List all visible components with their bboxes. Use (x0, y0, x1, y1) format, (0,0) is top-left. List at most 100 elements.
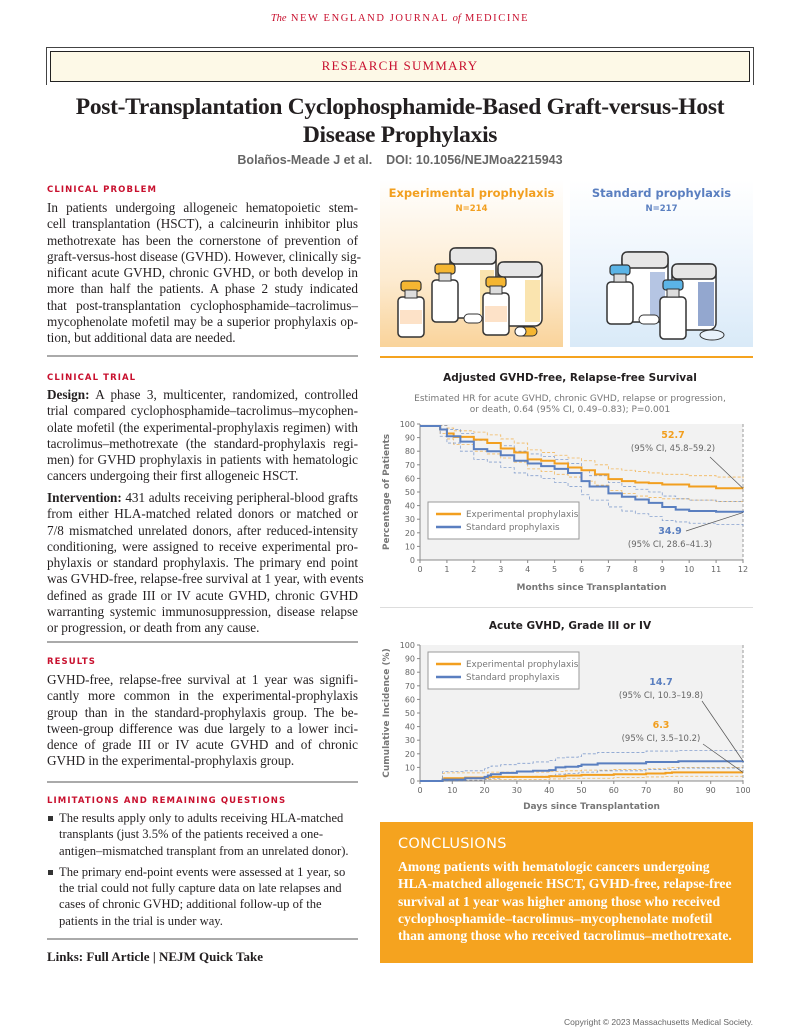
standard-arm-panel: Standard prophylaxis N=217 (570, 180, 753, 347)
text-line: warranting systemic immunosuppression, d… (47, 604, 358, 620)
series-line-standard (420, 425, 744, 513)
line-text: was GVHD-free, relapse-free survival at … (47, 571, 364, 587)
line-text: 431 adults receiving peripheral-blood gr… (121, 490, 358, 505)
x-tick-label: 8 (633, 565, 638, 574)
line-text: cantly more common in the experimental-p… (47, 688, 358, 704)
line-text: nificant acute GVHD, chronic GVHD, or bo… (47, 265, 358, 281)
line-text: trial compared cyclophosphamide–tacrolim… (47, 403, 358, 419)
text-line: defined as grade III or IV acute GVHD, c… (47, 588, 358, 604)
conclusions-box: CONCLUSIONS Among patients with hematolo… (380, 822, 753, 963)
banner: RESEARCH SUMMARY (46, 47, 754, 85)
y-tick-label: 90 (405, 434, 415, 443)
text-line: cancers undergoing their first allogenei… (47, 468, 358, 484)
x-tick-label: 9 (660, 565, 665, 574)
journal-suffix: MEDICINE (465, 13, 530, 24)
intervention-text: Intervention: 431 adults receiving perip… (47, 490, 364, 637)
annotation-value: 52.7 (661, 430, 684, 441)
text-line: Design: A phase 3, multicenter, randomiz… (47, 387, 358, 403)
ci-upper-line (420, 424, 744, 479)
y-axis-label: Percentage of Patients (382, 434, 392, 550)
banner-label: RESEARCH SUMMARY (50, 51, 750, 82)
ci-upper-line (420, 424, 743, 502)
annotation-value: 14.7 (649, 677, 672, 688)
text-line: was GVHD-free, relapse-free survival at … (47, 571, 364, 587)
text-line: from either HLA-matched related donors o… (47, 506, 358, 522)
vial-icon (431, 263, 459, 323)
links-label: Links: (47, 949, 84, 964)
y-tick-label: 0 (410, 556, 415, 565)
list-item: The results apply only to adults receivi… (47, 810, 358, 859)
results-heading: RESULTS (47, 657, 97, 667)
experimental-drugs-illustration (397, 247, 543, 338)
text-line: 7/8 mismatched unrelated donors, after r… (47, 523, 358, 539)
y-tick-label: 90 (405, 655, 415, 664)
doi[interactable]: DOI: 10.1056/NEJMoa2215943 (386, 153, 563, 167)
line-text: In patients undergoing allogeneic hemato… (47, 200, 358, 215)
bullet-text: The primary end-point events were assess… (59, 864, 346, 928)
experimental-arm-panel: Experimental prophylaxis N=214 (380, 180, 563, 347)
vial-icon (606, 264, 634, 325)
y-tick-label: 100 (400, 641, 415, 650)
line-text: tween-group difference was due largely t… (47, 720, 358, 736)
text-line: GVHD-free, relapse-free survival at 1 ye… (47, 672, 358, 688)
divider (47, 938, 358, 940)
x-tick-label: 60 (609, 786, 619, 795)
chart2-title: Acute GVHD, Grade III or IV (488, 620, 652, 632)
y-tick-label: 100 (400, 420, 415, 429)
text-line: olate mofetil (the experimental-prophyla… (47, 420, 358, 436)
line-text: methotrexate has been the cornerstone of… (47, 232, 358, 248)
line-text: cancers undergoing their first allogenei… (47, 468, 299, 484)
line-text: tacrolimus–methotrexate (the standard-pr… (47, 435, 358, 451)
limitations-list: The results apply only to adults receivi… (47, 810, 358, 934)
bullet-text: The results apply only to adults receivi… (59, 811, 349, 858)
conclusions-text: Among patients with hematologic cancers … (398, 859, 732, 944)
x-tick-label: 0 (417, 565, 422, 574)
y-tick-label: 70 (405, 461, 415, 470)
limitations-heading: LIMITATIONS AND REMAINING QUESTIONS (47, 796, 287, 806)
y-axis-label: Cumulative Incidence (%) (382, 648, 392, 777)
text-line: trial compared cyclophosphamide–tacrolim… (47, 403, 358, 419)
line-text: or progression, or death from any cause. (47, 620, 260, 636)
text-line: Intervention: 431 adults receiving perip… (47, 490, 358, 506)
full-article-link[interactable]: Full Article (86, 949, 150, 964)
ci-lower-line (420, 425, 744, 526)
ci-lower-line (420, 766, 744, 782)
line-text: warranting systemic immunosuppression, d… (47, 604, 358, 620)
results-text: GVHD-free, relapse-free survival at 1 ye… (47, 672, 358, 770)
quick-take-link[interactable]: NEJM Quick Take (158, 949, 263, 964)
text-line: tween-group difference was due largely t… (47, 721, 358, 737)
clinical-problem-text: In patients undergoing allogeneic hemato… (47, 200, 362, 347)
text-line: men) for GVHD prophylaxis in patients wi… (47, 452, 358, 468)
y-tick-label: 20 (405, 529, 415, 538)
clinical-problem-heading: CLINICAL PROBLEM (47, 185, 158, 195)
text-line: methotrexate has been the cornerstone of… (47, 233, 358, 249)
chart-subtitle: or death, 0.64 (95% CI, 0.49–0.83); P=0.… (470, 405, 670, 415)
conclusions-heading: CONCLUSIONS (398, 836, 507, 852)
chart-subtitle: Estimated HR for acute GVHD, chronic GVH… (414, 394, 726, 404)
bullet-icon (48, 869, 53, 875)
x-tick-label: 40 (544, 786, 554, 795)
y-tick-label: 30 (405, 515, 415, 524)
ci-lower-line (420, 425, 744, 503)
series-line-standard (420, 760, 744, 782)
gvhd-free-survival-chart: Estimated HR for acute GVHD, chronic GVH… (382, 394, 748, 593)
vial-icon (659, 279, 687, 340)
ci-upper-line (420, 749, 744, 782)
x-tick-label: 3 (498, 565, 503, 574)
x-tick-label: 10 (447, 786, 457, 795)
standard-drugs-illustration (606, 251, 725, 341)
y-tick-label: 60 (405, 474, 415, 483)
line-text: graft-versus-host disease (GVHD). Howeve… (47, 248, 362, 264)
text-line: In patients undergoing allogeneic hemato… (47, 200, 358, 216)
divider (380, 607, 753, 608)
tablet-icon (638, 314, 725, 341)
experimental-arm-n: N=214 (455, 204, 488, 214)
text-line: dence of grade III or IV acute GVHD and … (47, 737, 358, 753)
y-tick-label: 50 (405, 488, 415, 497)
vial-icon (482, 276, 510, 336)
x-tick-label: 2 (471, 565, 476, 574)
x-tick-label: 1 (444, 565, 449, 574)
authors: Bolaños-Meade J et al. (237, 153, 373, 167)
x-axis-label: Days since Transplantation (523, 802, 660, 812)
y-tick-label: 70 (405, 682, 415, 691)
